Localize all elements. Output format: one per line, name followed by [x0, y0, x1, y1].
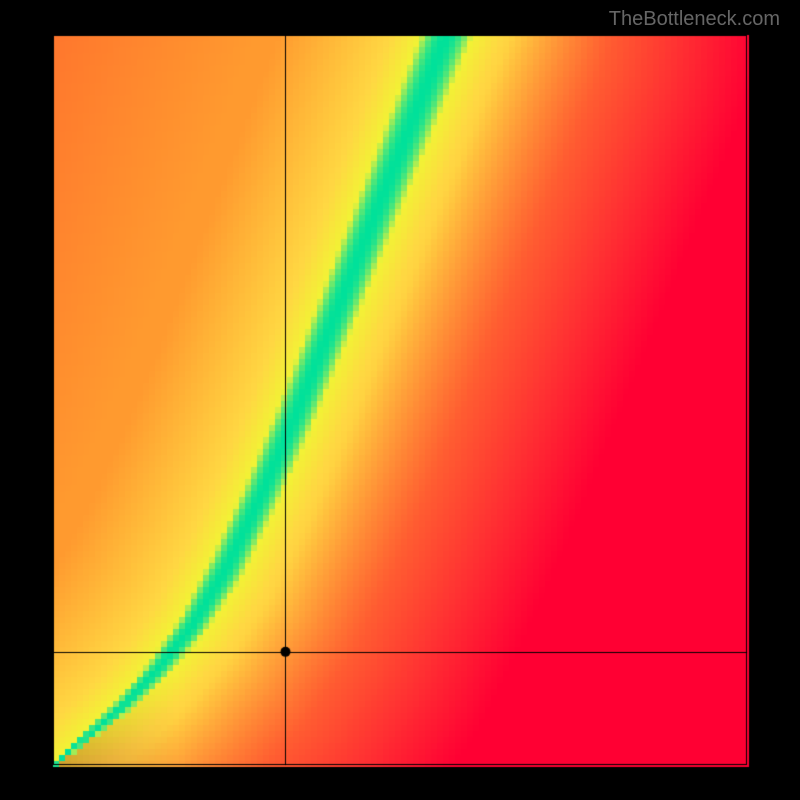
chart-container: TheBottleneck.com [0, 0, 800, 800]
watermark-text: TheBottleneck.com [609, 8, 780, 31]
crosshair-overlay [0, 0, 800, 800]
